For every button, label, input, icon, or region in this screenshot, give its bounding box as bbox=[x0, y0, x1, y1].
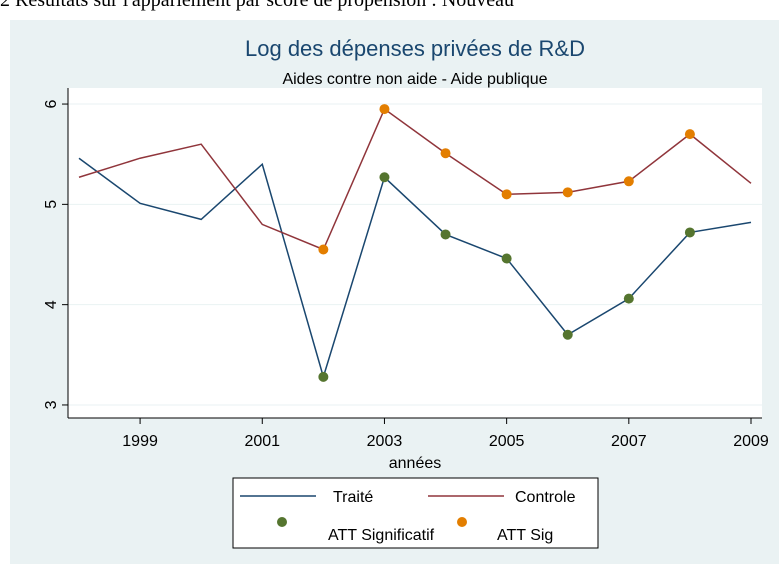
x-tick-label: 2009 bbox=[733, 433, 769, 450]
y-tick-label: 6 bbox=[43, 100, 60, 109]
legend-label: Traité bbox=[333, 489, 373, 506]
plot-region bbox=[68, 88, 762, 418]
x-tick-label: 2003 bbox=[367, 433, 403, 450]
point bbox=[562, 329, 573, 340]
point bbox=[562, 187, 573, 198]
point bbox=[379, 104, 390, 115]
point bbox=[684, 227, 695, 238]
caption: 2 Résultats sur l'appariement par score … bbox=[0, 0, 514, 11]
legend-label: ATT Sig bbox=[497, 527, 553, 544]
point bbox=[501, 253, 512, 264]
legend-swatch bbox=[457, 517, 467, 527]
point bbox=[318, 371, 329, 382]
x-tick-label: 2005 bbox=[489, 433, 525, 450]
y-tick-label: 5 bbox=[43, 200, 60, 209]
x-axis-label: années bbox=[389, 455, 442, 472]
point bbox=[440, 229, 451, 240]
chart-title: Log des dépenses privées de R&D bbox=[245, 36, 585, 61]
point bbox=[379, 172, 390, 183]
point bbox=[318, 244, 329, 255]
legend bbox=[232, 477, 599, 549]
point bbox=[501, 189, 512, 200]
x-tick-label: 2001 bbox=[244, 433, 280, 450]
series-line bbox=[78, 157, 752, 380]
chart-subtitle: Aides contre non aide - Aide publique bbox=[282, 71, 547, 88]
y-tick-label: 3 bbox=[43, 400, 60, 409]
x-tick-label: 2007 bbox=[611, 433, 647, 450]
point bbox=[623, 176, 634, 187]
legend-label: Controle bbox=[515, 489, 576, 506]
point bbox=[440, 148, 451, 159]
series-line bbox=[78, 107, 752, 251]
point bbox=[684, 129, 695, 140]
x-tick-label: 1999 bbox=[122, 433, 158, 450]
point bbox=[623, 293, 634, 304]
legend-label: ATT Significatif bbox=[328, 527, 435, 544]
y-tick-label: 4 bbox=[43, 300, 60, 309]
legend-swatch bbox=[277, 517, 287, 527]
